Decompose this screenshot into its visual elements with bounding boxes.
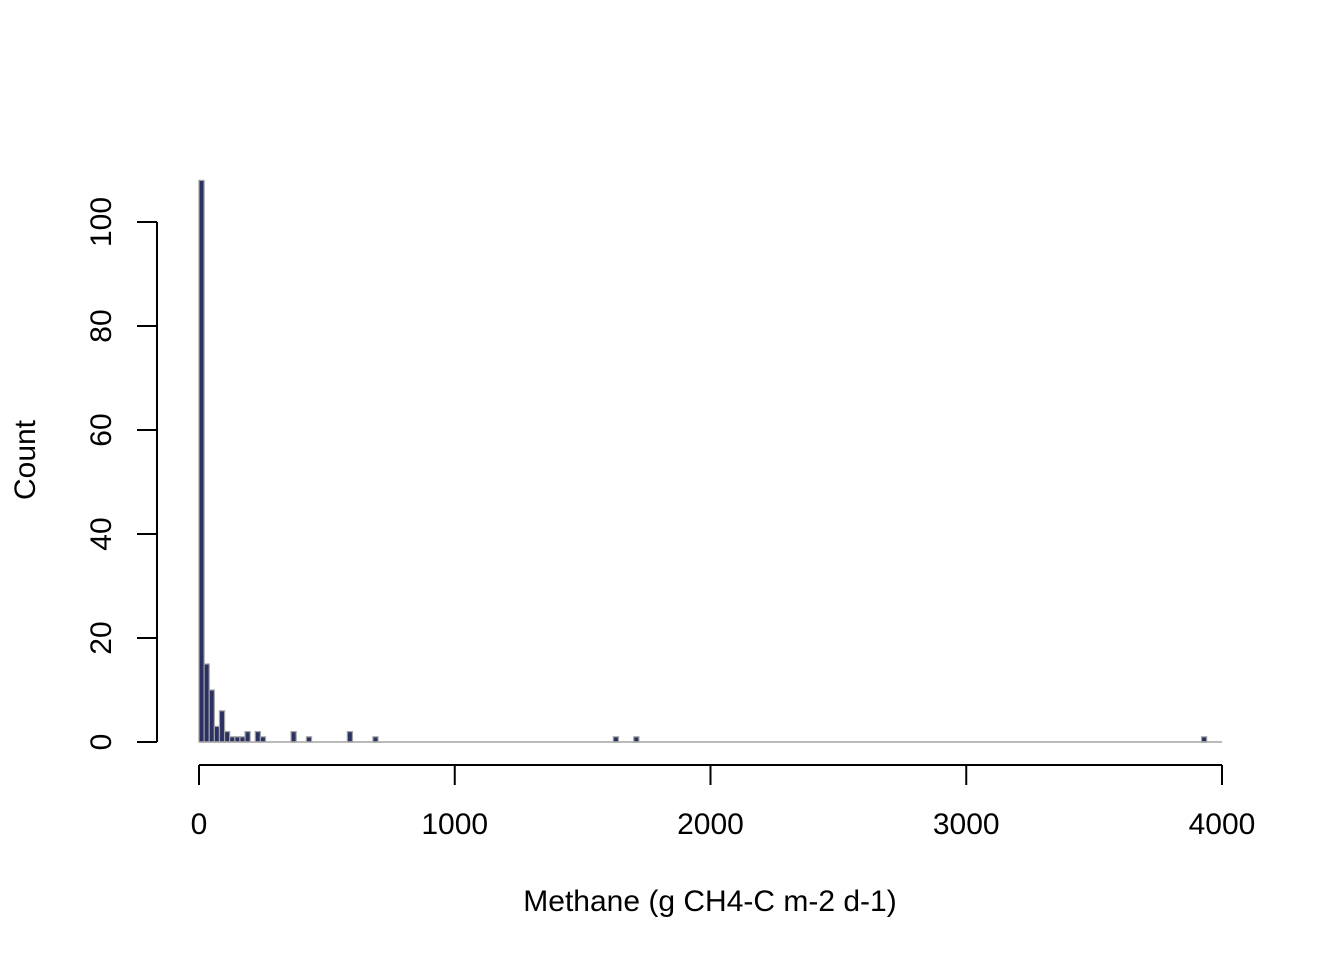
histogram-bar-680 xyxy=(372,736,379,743)
histogram-bar-360 xyxy=(290,730,297,743)
histogram-bar-3920 xyxy=(1200,736,1208,743)
x-axis: 0 1000 2000 3000 4000 xyxy=(191,764,1256,841)
y-tick-label-0: 0 xyxy=(85,734,118,751)
histogram-bar-140 xyxy=(234,736,241,743)
histogram-bar-1620 xyxy=(612,736,620,743)
x-tick-label-2000: 2000 xyxy=(677,808,744,841)
y-axis: 0 20 40 60 80 100 xyxy=(85,197,158,751)
histogram-bar-20 xyxy=(203,663,210,743)
histogram-bar-580 xyxy=(346,730,354,743)
histogram-bar-40 xyxy=(208,689,215,743)
histogram-bar-80 xyxy=(218,710,226,743)
histogram-bar-0 xyxy=(198,179,205,743)
histogram-bar-1700 xyxy=(633,736,640,743)
y-tick-label-80: 80 xyxy=(85,309,118,342)
y-tick-label-40: 40 xyxy=(85,517,118,550)
histogram-bar-240 xyxy=(259,736,267,743)
histogram-bar-120 xyxy=(229,736,236,743)
histogram-bar-160 xyxy=(239,736,246,743)
y-axis-title: Count xyxy=(9,419,42,500)
x-tick-label-4000: 4000 xyxy=(1189,808,1256,841)
histogram-bar-420 xyxy=(305,736,313,743)
bars-layer xyxy=(198,179,1208,743)
x-tick-label-0: 0 xyxy=(191,808,208,841)
y-tick-label-20: 20 xyxy=(85,621,118,654)
x-tick-label-3000: 3000 xyxy=(933,808,1000,841)
y-tick-label-60: 60 xyxy=(85,413,118,446)
histogram-bar-180 xyxy=(244,730,251,743)
y-tick-label-100: 100 xyxy=(85,197,118,247)
histogram-bar-100 xyxy=(223,730,231,743)
histogram-bar-220 xyxy=(254,730,261,743)
histogram-bar-60 xyxy=(213,725,221,743)
x-axis-title: Methane (g CH4-C m-2 d-1) xyxy=(523,885,896,918)
x-tick-label-1000: 1000 xyxy=(421,808,488,841)
